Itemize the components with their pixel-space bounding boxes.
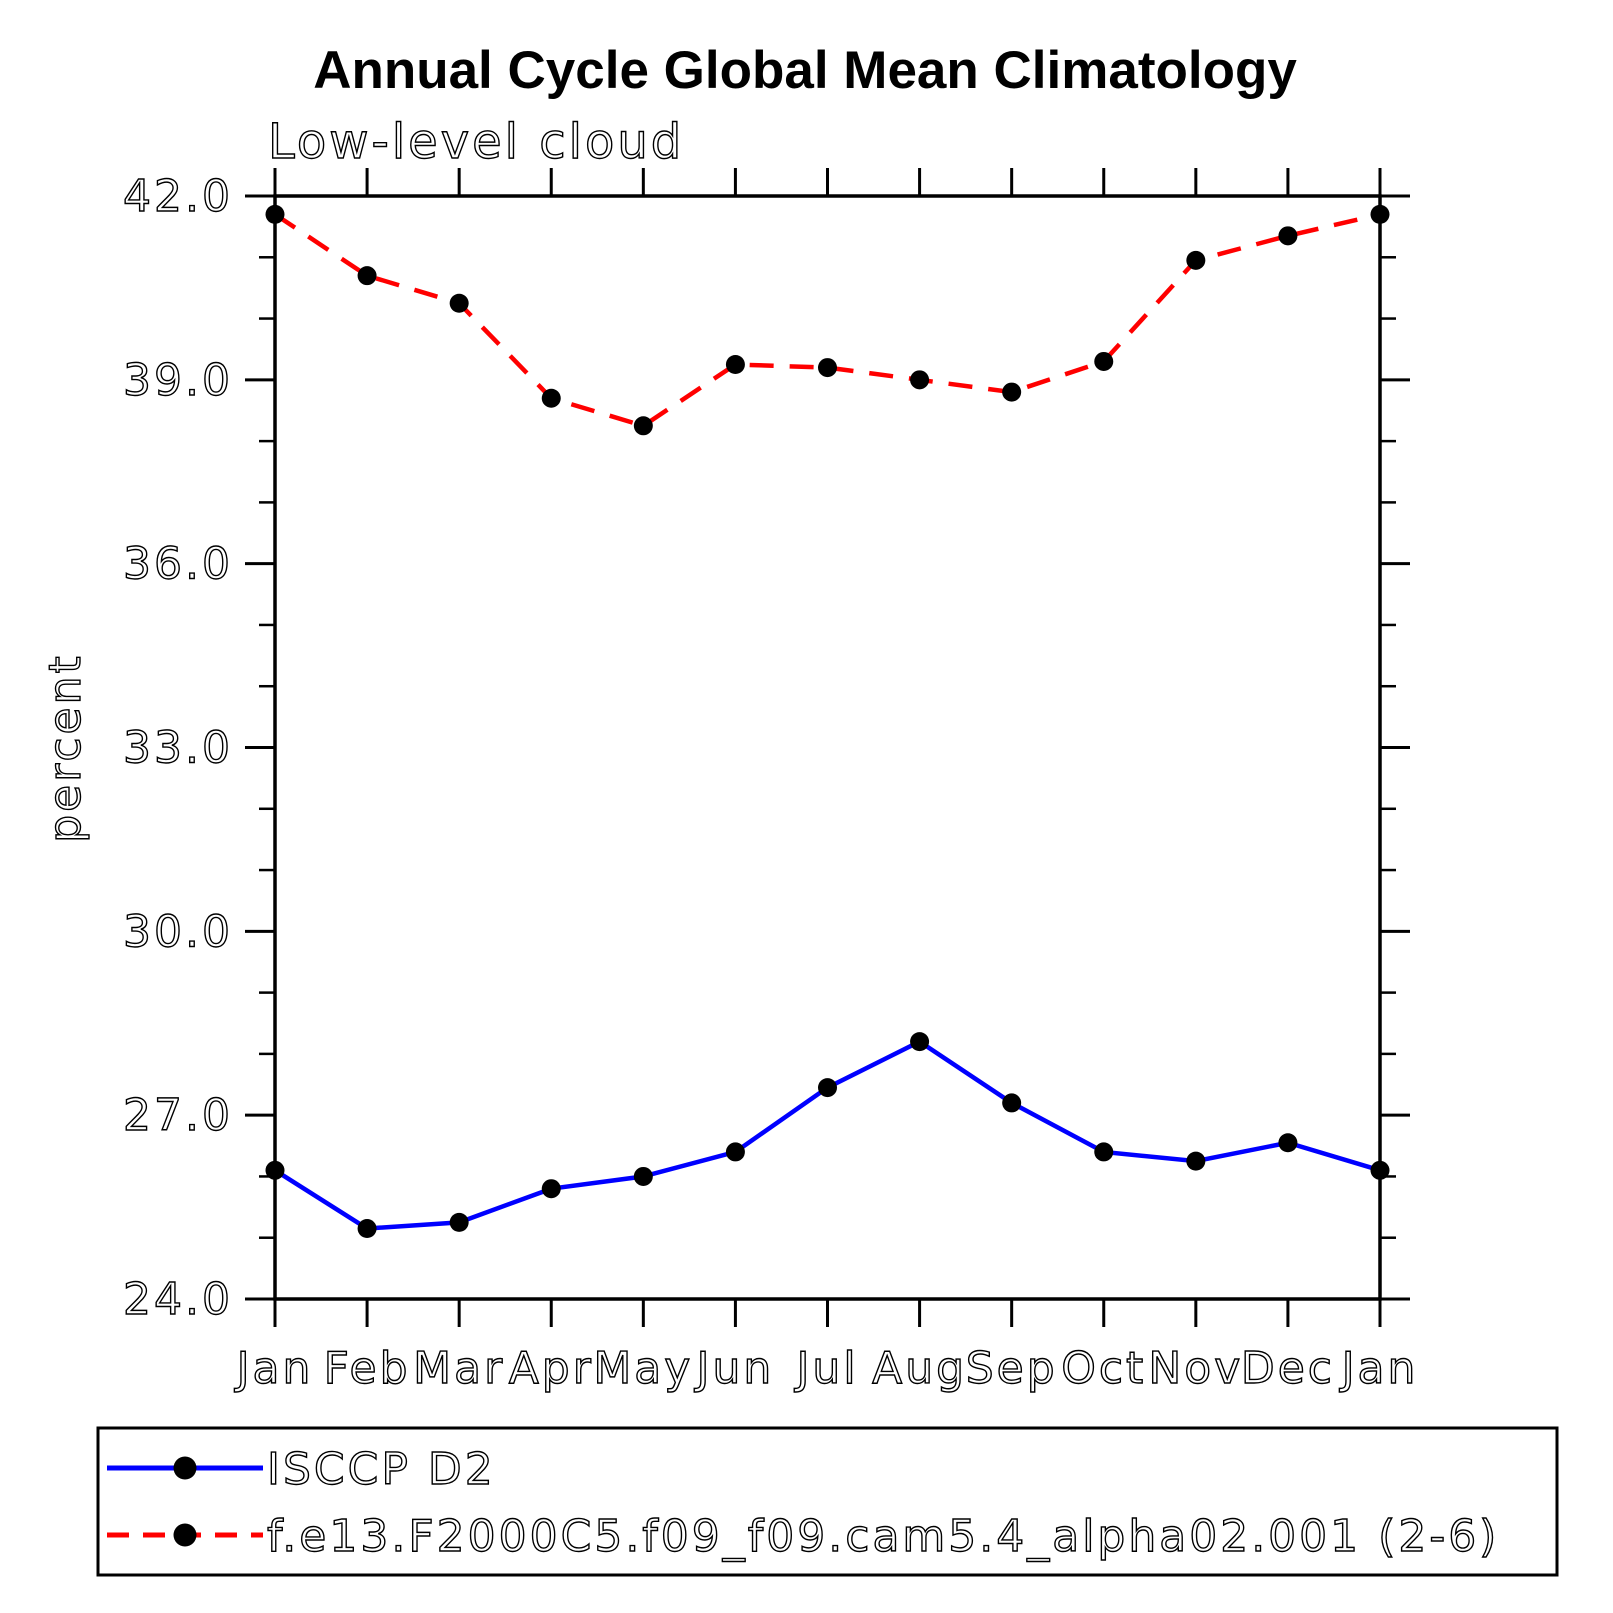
legend-box: ISCCP D2 f.e13.F2000C5.f09_f09.cam5.4_al… xyxy=(96,1426,1559,1577)
data-point-marker xyxy=(910,1032,930,1052)
data-point-marker xyxy=(357,266,377,286)
legend-item-model: f.e13.F2000C5.f09_f09.cam5.4_alpha02.001… xyxy=(107,1510,1499,1563)
chart-subtitle: Low-level cloud xyxy=(268,114,684,170)
data-point-marker xyxy=(633,416,653,436)
month-label: Apr xyxy=(509,1343,594,1394)
data-point-marker xyxy=(1278,1133,1298,1153)
data-point-marker xyxy=(265,1160,285,1180)
data-point-marker xyxy=(357,1219,377,1239)
series-line-1 xyxy=(273,212,1381,429)
data-point-marker xyxy=(818,358,837,378)
month-label: Nov xyxy=(1148,1343,1243,1394)
month-label: Jan xyxy=(1339,1343,1419,1394)
month-label: Mar xyxy=(413,1343,505,1394)
data-point-marker xyxy=(633,1166,653,1186)
month-label: Oct xyxy=(1061,1343,1146,1394)
legend-marker-dot xyxy=(173,1456,197,1480)
data-point-marker xyxy=(725,355,745,375)
legend-marker-dot xyxy=(173,1523,197,1547)
month-label: May xyxy=(593,1343,693,1394)
series-line-0 xyxy=(273,1039,1381,1231)
data-point-marker xyxy=(910,370,930,390)
data-point-marker xyxy=(449,293,469,313)
month-label: Jun xyxy=(694,1343,775,1394)
data-point-marker xyxy=(818,1078,837,1098)
y-tick-label: 24.0 xyxy=(123,1274,233,1325)
month-label: Dec xyxy=(1241,1343,1335,1394)
month-label: Aug xyxy=(872,1343,967,1394)
month-label: Jul xyxy=(793,1343,858,1394)
data-point-marker xyxy=(1002,1093,1022,1113)
data-point-marker xyxy=(725,1142,745,1162)
data-point-marker xyxy=(265,204,285,224)
data-point-marker xyxy=(1094,1142,1114,1162)
y-tick-label: 42.0 xyxy=(123,171,233,222)
data-point-marker xyxy=(1278,226,1298,246)
chart-title: Annual Cycle Global Mean Climatology xyxy=(313,41,1297,100)
month-label: Feb xyxy=(324,1343,411,1394)
y-tick-label: 27.0 xyxy=(123,1090,233,1141)
y-axis-title: percent xyxy=(40,653,91,843)
data-point-marker xyxy=(1370,204,1390,224)
data-point-marker xyxy=(1186,250,1206,270)
legend-frame xyxy=(96,1426,1559,1577)
legend-label-model: f.e13.F2000C5.f09_f09.cam5.4_alpha02.001… xyxy=(267,1511,1499,1562)
data-point-marker xyxy=(449,1212,469,1232)
y-tick-label: 30.0 xyxy=(123,906,233,957)
y-tick-label: 33.0 xyxy=(123,723,233,774)
data-point-marker xyxy=(1370,1160,1390,1180)
data-point-marker xyxy=(1186,1151,1206,1171)
legend-item-isccp: ISCCP D2 xyxy=(107,1443,496,1496)
legend-label-isccp: ISCCP D2 xyxy=(267,1444,496,1495)
month-label: Jan xyxy=(234,1343,314,1394)
y-tick-label: 39.0 xyxy=(123,355,233,406)
data-point-marker xyxy=(541,1179,561,1199)
month-label: Sep xyxy=(966,1343,1058,1394)
y-tick-label: 36.0 xyxy=(123,539,233,590)
data-point-marker xyxy=(1094,351,1114,371)
data-point-marker xyxy=(1002,382,1022,402)
data-point-marker xyxy=(541,388,561,408)
